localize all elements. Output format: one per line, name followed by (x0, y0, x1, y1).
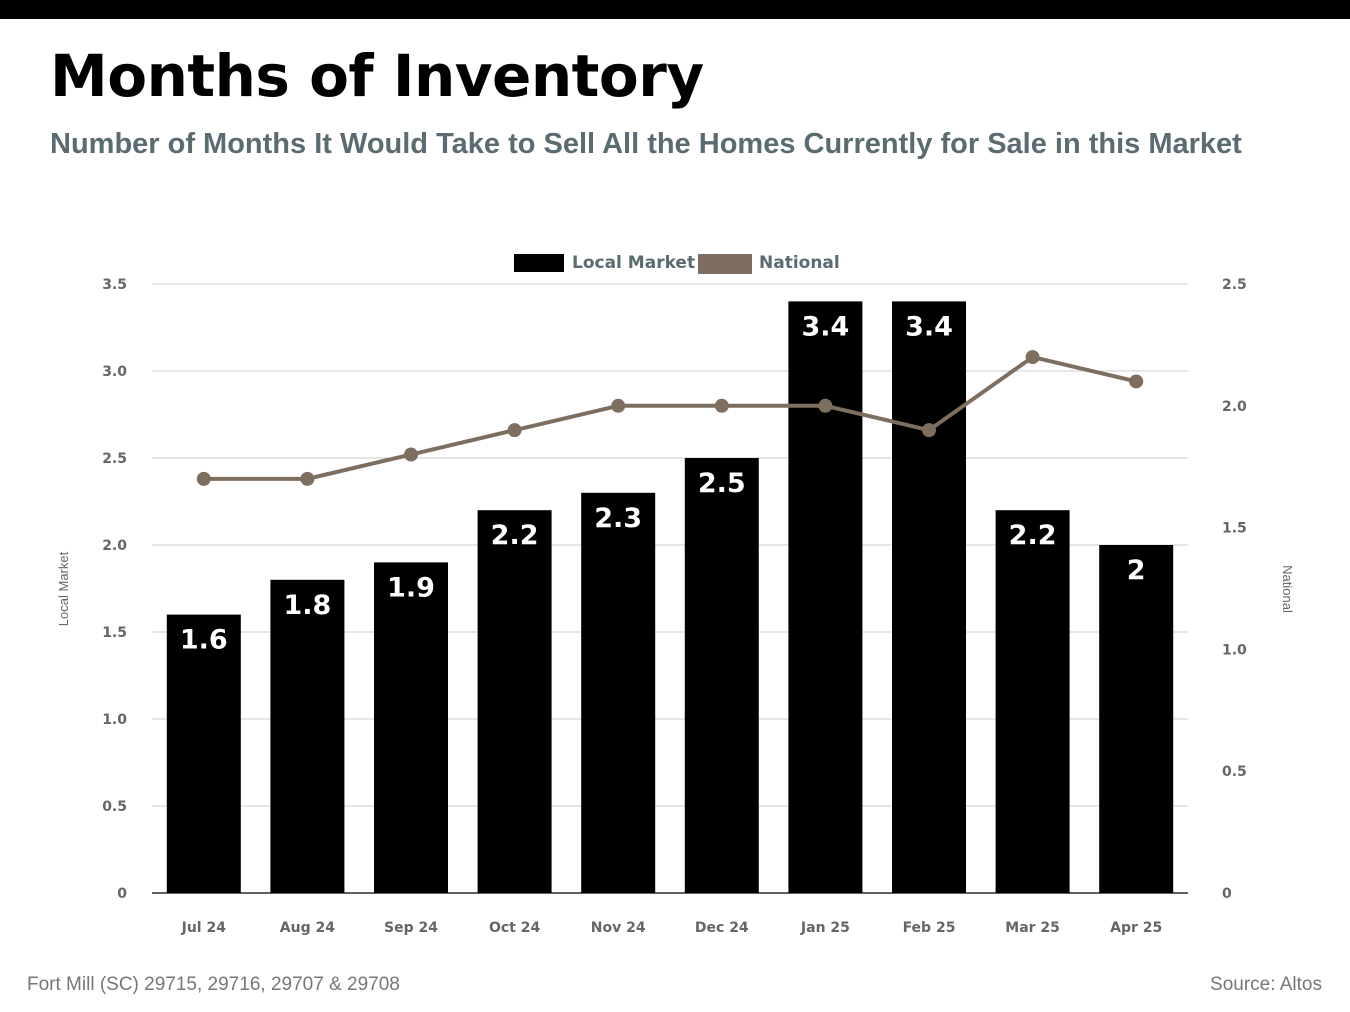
x-tick-label: Oct 24 (489, 920, 541, 936)
national-point (196, 471, 211, 486)
y-tick-label: 1.0 (102, 712, 127, 728)
national-line (203, 355, 1137, 481)
legend-label-local-market: Local Market (572, 253, 695, 273)
bar (581, 492, 656, 893)
x-tick-label: Sep 24 (384, 920, 438, 936)
y-axis-title: Local Market (56, 551, 71, 626)
national-point (611, 398, 626, 413)
y-tick-label: 2.0 (102, 538, 127, 554)
footer-source: Source: Altos (1210, 974, 1322, 995)
bar (892, 301, 966, 893)
bar-value-label: 1.6 (180, 625, 228, 656)
bar-value-label: 3.4 (801, 311, 849, 342)
legend-swatch-national (698, 254, 752, 274)
national-point (300, 471, 315, 486)
bar (374, 562, 448, 893)
bar-value-label: 1.8 (283, 590, 331, 621)
footer-location: Fort Mill (SC) 29715, 29716, 29707 & 297… (27, 974, 400, 995)
legend-swatch-local-market (514, 254, 564, 272)
national-point (404, 447, 418, 462)
y-tick-label: 1.5 (102, 625, 127, 641)
page-title: Months of Inventory (50, 42, 704, 110)
bar-value-label: 2 (1127, 555, 1146, 586)
y-tick-label: 0 (117, 886, 127, 902)
bar-value-label: 2.2 (491, 520, 539, 551)
y2-tick-label: 1.5 (1222, 521, 1247, 537)
bar-value-label: 1.9 (387, 572, 435, 603)
x-tick-label: Apr 25 (1110, 920, 1162, 936)
x-tick-label: Feb 25 (903, 920, 956, 936)
x-tick-label: Aug 24 (280, 920, 335, 936)
bar (270, 579, 345, 893)
x-tick-label: Mar 25 (1005, 920, 1060, 936)
y-tick-label: 0.5 (102, 799, 127, 815)
x-tick-label: Dec 24 (695, 920, 749, 936)
y2-axis-title: National (1280, 565, 1295, 613)
page-subtitle: Number of Months It Would Take to Sell A… (50, 128, 1242, 160)
y2-tick-label: 2.0 (1222, 399, 1247, 415)
x-tick-label: Jan 25 (800, 920, 850, 936)
bar (166, 614, 241, 893)
national-point (922, 423, 936, 438)
national-point (1129, 374, 1144, 389)
bar-value-label: 3.4 (905, 311, 953, 342)
y-tick-label: 3.5 (102, 277, 127, 293)
y2-tick-label: 2.5 (1222, 277, 1247, 293)
national-point (507, 423, 522, 438)
bar-value-label: 2.5 (698, 468, 746, 499)
y-tick-label: 2.5 (102, 451, 127, 467)
national-point (818, 398, 833, 413)
national-point (1025, 350, 1040, 365)
bar (788, 301, 863, 893)
top-bar (0, 0, 1350, 19)
bar (995, 510, 1070, 893)
national-point (714, 398, 729, 413)
bar (1099, 545, 1174, 893)
y2-tick-label: 0 (1222, 886, 1232, 902)
y2-tick-label: 0.5 (1222, 764, 1247, 780)
y-tick-label: 3.0 (102, 364, 127, 380)
x-tick-label: Nov 24 (591, 920, 646, 936)
legend-label-national: National (759, 253, 840, 273)
y2-tick-label: 1.0 (1222, 642, 1247, 658)
bar (684, 458, 759, 893)
bar-value-label: 2.2 (1009, 520, 1057, 551)
x-tick-label: Jul 24 (181, 920, 227, 936)
bar-value-label: 2.3 (594, 503, 642, 534)
bar (477, 510, 552, 893)
